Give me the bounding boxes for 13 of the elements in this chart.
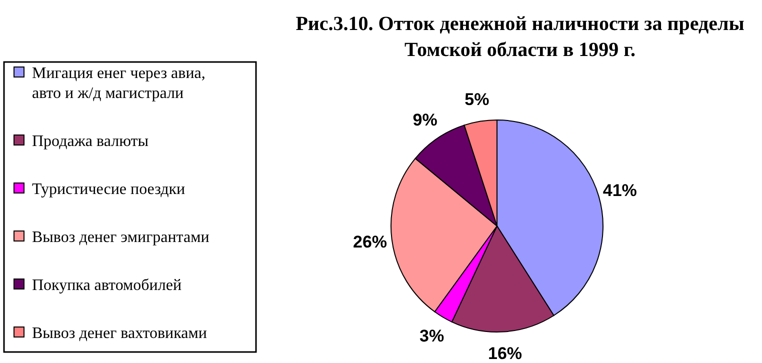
data-label: 9% <box>412 110 438 130</box>
data-label: 26% <box>352 232 388 252</box>
chart-title: Рис.3.10. Отток денежной наличности за пределы Томской области в 1999 г. <box>296 13 745 61</box>
legend-label: Вывоз денег эмигрантами <box>32 229 210 246</box>
data-label: 5% <box>464 90 490 110</box>
legend-label: Покупка автомобилей <box>32 277 182 294</box>
legend-label: Мигация енег через авиа, авто и ж/д магистрали <box>32 65 206 102</box>
data-label: 16% <box>488 344 522 363</box>
data-label: 41% <box>602 180 637 200</box>
data-label: 3% <box>420 326 444 346</box>
legend-label: Продажа валюты <box>32 133 149 150</box>
legend-label: Вывоз денег вахтовиками <box>32 325 208 342</box>
legend-label: Туристичесие поездки <box>32 181 186 198</box>
